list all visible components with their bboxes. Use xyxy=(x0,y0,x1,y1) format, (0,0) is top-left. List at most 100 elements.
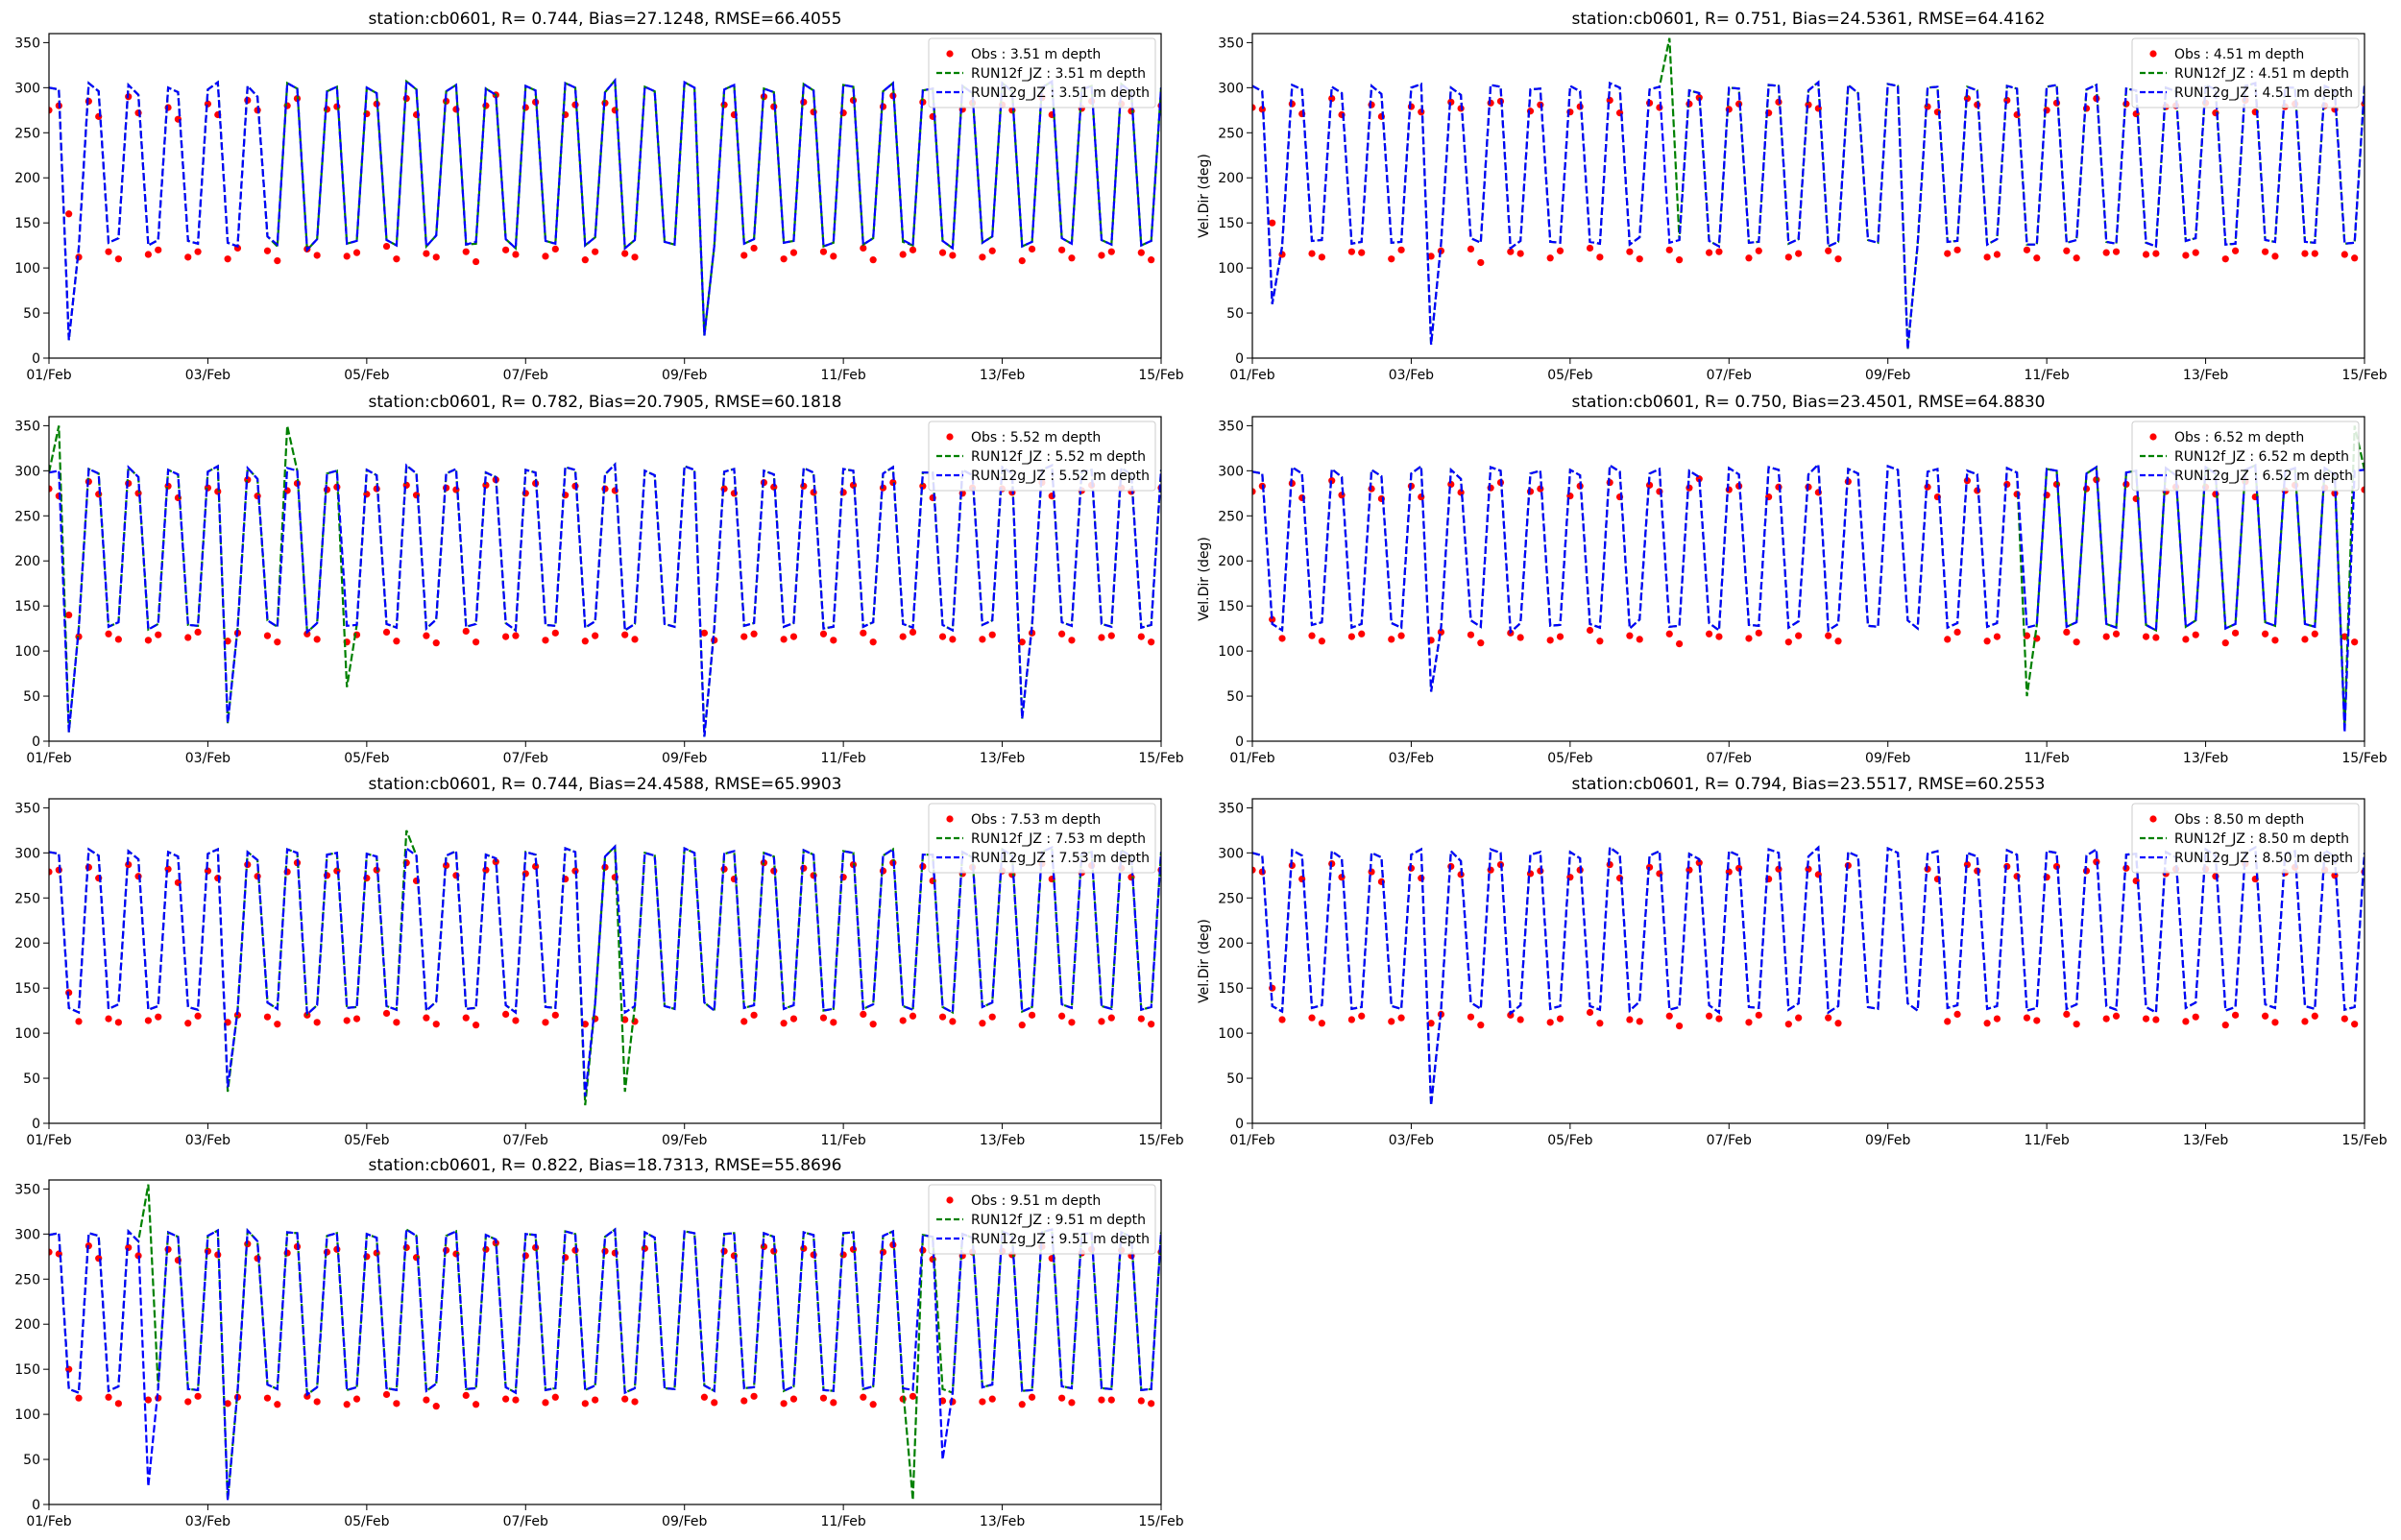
obs-point xyxy=(95,491,103,498)
x-tick-label: 13/Feb xyxy=(980,1514,1025,1529)
legend-label: RUN12g_JZ : 3.51 m depth xyxy=(971,85,1150,101)
obs-point xyxy=(224,638,231,645)
obs-point xyxy=(1467,1013,1475,1021)
obs-point xyxy=(2262,248,2269,255)
legend-label: RUN12g_JZ : 7.53 m depth xyxy=(971,851,1150,866)
legend-label: RUN12g_JZ : 5.52 m depth xyxy=(971,469,1150,484)
obs-point xyxy=(502,1395,510,1403)
obs-point xyxy=(1795,632,1803,639)
subplot: station:cb0601, R= 0.822, Bias=18.7313, … xyxy=(14,1156,1184,1529)
obs-point xyxy=(2340,251,2348,258)
obs-point xyxy=(1626,1016,1634,1023)
obs-point xyxy=(1018,1022,1026,1029)
x-tick-label: 03/Feb xyxy=(185,1133,230,1148)
y-tick-label: 0 xyxy=(32,734,40,750)
chart-title: station:cb0601, R= 0.750, Bias=23.4501, … xyxy=(1572,393,2046,412)
obs-point xyxy=(1636,255,1643,263)
legend-label: Obs : 9.51 m depth xyxy=(971,1193,1101,1209)
obs-point xyxy=(423,250,430,257)
obs-point xyxy=(263,1394,272,1402)
x-tick-label: 09/Feb xyxy=(662,1133,707,1148)
obs-point xyxy=(49,868,53,876)
obs-point xyxy=(2301,1018,2309,1025)
obs-point xyxy=(462,1014,470,1022)
obs-point xyxy=(502,1010,510,1018)
obs-point xyxy=(1148,256,1155,264)
obs-point xyxy=(2192,631,2199,638)
y-tick-label: 300 xyxy=(14,464,40,479)
obs-point xyxy=(2271,637,2279,644)
obs-point xyxy=(2112,1012,2121,1020)
obs-point xyxy=(2063,628,2071,636)
obs-point xyxy=(2023,246,2031,253)
model-line xyxy=(1252,80,2365,349)
axes-frame xyxy=(48,33,1162,359)
obs-point xyxy=(2033,1017,2041,1024)
legend-marker xyxy=(2149,815,2157,823)
obs-point xyxy=(2221,1022,2229,1029)
obs-point xyxy=(2351,638,2359,646)
legend-box xyxy=(928,803,1156,874)
obs-point xyxy=(114,255,122,263)
y-tick-label: 350 xyxy=(14,419,40,434)
obs-point xyxy=(1018,257,1026,265)
x-tick-label: 01/Feb xyxy=(26,1514,71,1529)
obs-point xyxy=(1834,638,1842,645)
subplot: station:cb0601, R= 0.744, Bias=27.1248, … xyxy=(14,10,1184,383)
model-line xyxy=(1252,462,2365,733)
legend-box xyxy=(928,421,1156,492)
y-tick-label: 250 xyxy=(14,1272,40,1287)
obs-point xyxy=(1028,1393,1036,1401)
obs-point xyxy=(1695,859,1703,867)
obs-point xyxy=(382,1390,391,1399)
subplot: station:cb0601, R= 0.782, Bias=20.7905, … xyxy=(14,393,1184,766)
obs-point xyxy=(1825,632,1832,639)
axes-frame xyxy=(1251,33,2365,359)
axes-frame xyxy=(48,416,1162,742)
obs-point xyxy=(134,873,142,880)
y-tick-label: 150 xyxy=(14,981,40,997)
obs-point xyxy=(780,1400,788,1408)
obs-point xyxy=(1516,250,1524,257)
x-tick-label: 07/Feb xyxy=(1707,1133,1752,1148)
obs-point xyxy=(263,1013,272,1021)
obs-point xyxy=(2262,1012,2269,1020)
obs-point xyxy=(830,1019,837,1026)
legend-marker xyxy=(946,50,954,58)
obs-point xyxy=(432,253,440,261)
obs-point xyxy=(512,1017,520,1024)
y-tick-label: 350 xyxy=(1218,36,1244,51)
obs-point xyxy=(144,251,152,258)
obs-point xyxy=(2301,636,2309,643)
plot-area xyxy=(1252,37,2365,349)
obs-point xyxy=(462,248,470,255)
obs-point xyxy=(1507,1011,1515,1019)
obs-point xyxy=(1784,1021,1792,1028)
obs-point xyxy=(1358,630,1366,638)
x-tick-label: 05/Feb xyxy=(344,751,389,766)
legend-label: RUN12f_JZ : 3.51 m depth xyxy=(971,66,1146,82)
y-tick-label: 50 xyxy=(23,306,40,322)
obs-point xyxy=(1137,633,1145,640)
y-tick-label: 50 xyxy=(23,1071,40,1087)
x-tick-label: 15/Feb xyxy=(1138,1514,1183,1529)
obs-point xyxy=(621,1395,629,1403)
obs-point xyxy=(1397,1014,1405,1022)
obs-point xyxy=(1358,249,1366,256)
y-tick-label: 0 xyxy=(1235,734,1244,750)
obs-point xyxy=(432,639,440,647)
x-tick-label: 15/Feb xyxy=(2341,751,2387,766)
x-tick-label: 05/Feb xyxy=(344,368,389,383)
obs-point xyxy=(780,255,788,263)
obs-point xyxy=(819,248,828,255)
legend-label: RUN12f_JZ : 9.51 m depth xyxy=(971,1213,1146,1228)
obs-point xyxy=(144,637,152,644)
obs-point xyxy=(1665,246,1673,253)
obs-point xyxy=(2182,252,2190,259)
obs-point xyxy=(194,1392,202,1400)
obs-point xyxy=(1755,629,1762,637)
x-tick-label: 09/Feb xyxy=(1865,368,1910,383)
obs-point xyxy=(1018,638,1026,646)
obs-point xyxy=(1825,1014,1832,1022)
legend-label: Obs : 4.51 m depth xyxy=(2174,47,2304,62)
